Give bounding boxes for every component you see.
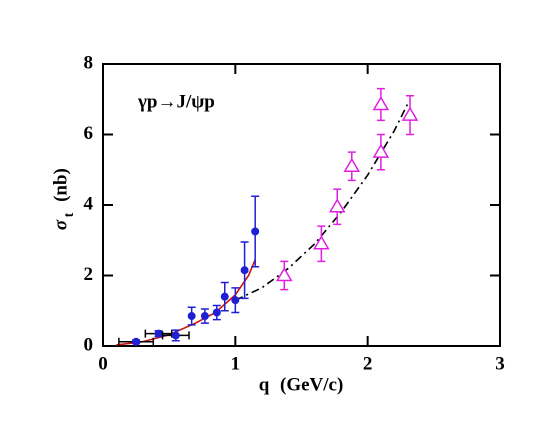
y-label-subscript: t — [62, 212, 77, 217]
point — [372, 96, 390, 111]
point — [154, 329, 163, 338]
point — [401, 106, 419, 121]
y-axis-label: σ t (nb) — [50, 168, 77, 230]
point — [132, 337, 141, 346]
x-tick-label: 0 — [98, 353, 108, 374]
point — [343, 157, 361, 172]
annotation: γp→J/ψp — [137, 91, 215, 112]
point — [313, 235, 330, 250]
y-tick-label: 8 — [84, 52, 94, 73]
point — [200, 312, 209, 321]
point — [212, 308, 221, 317]
point — [171, 331, 180, 340]
point — [372, 143, 390, 158]
point — [251, 227, 260, 236]
point — [220, 292, 229, 301]
x-tick-label: 3 — [495, 353, 505, 374]
point — [231, 296, 240, 305]
y-tick-label: 2 — [84, 264, 94, 285]
point — [275, 267, 293, 282]
x-tick-label: 1 — [231, 353, 241, 374]
point — [187, 312, 196, 321]
y-tick-label: 0 — [84, 334, 94, 355]
x-axis-label: q (GeV/c) — [259, 374, 344, 395]
point — [328, 198, 346, 213]
y-tick-label: 6 — [84, 123, 94, 144]
y-label-unit: (nb) — [50, 168, 71, 202]
point — [240, 266, 249, 275]
y-tick-label: 4 — [84, 193, 94, 214]
y-label-symbol: σ — [50, 219, 71, 230]
x-tick-label: 2 — [363, 353, 373, 374]
